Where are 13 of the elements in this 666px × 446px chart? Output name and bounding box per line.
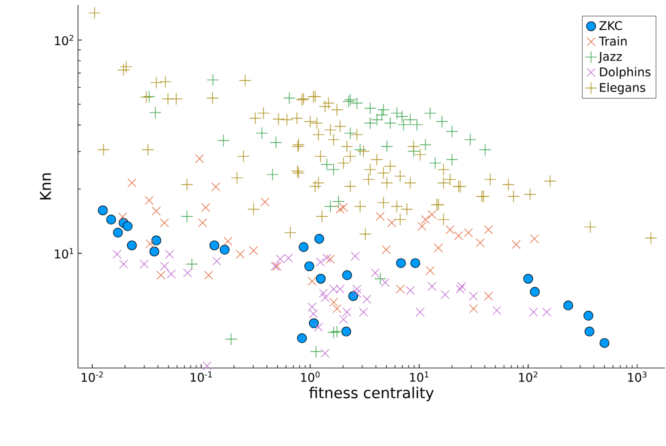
x-axis-title: fitness centrality [309,386,434,402]
legend-label: ZKC [599,21,622,30]
x-tick-label: 10$^{2}$ [519,372,538,382]
x-tick-label: 10$^{-2}$ [82,372,103,382]
x-tick-label: 10$^{1}$ [410,372,428,382]
legend-label: Jazz [598,52,622,64]
x-tick-label: 10$^{3}$ [628,372,646,382]
x-tick-label: 10$^{-1}$ [190,372,212,382]
legend-label: Train [598,36,627,46]
legend-label: Dolphins [600,67,650,79]
legend-label: Elegans [600,82,646,94]
y-axis-title: Knn [40,173,51,200]
x-tick-label: 10$^{0}$ [301,372,320,382]
